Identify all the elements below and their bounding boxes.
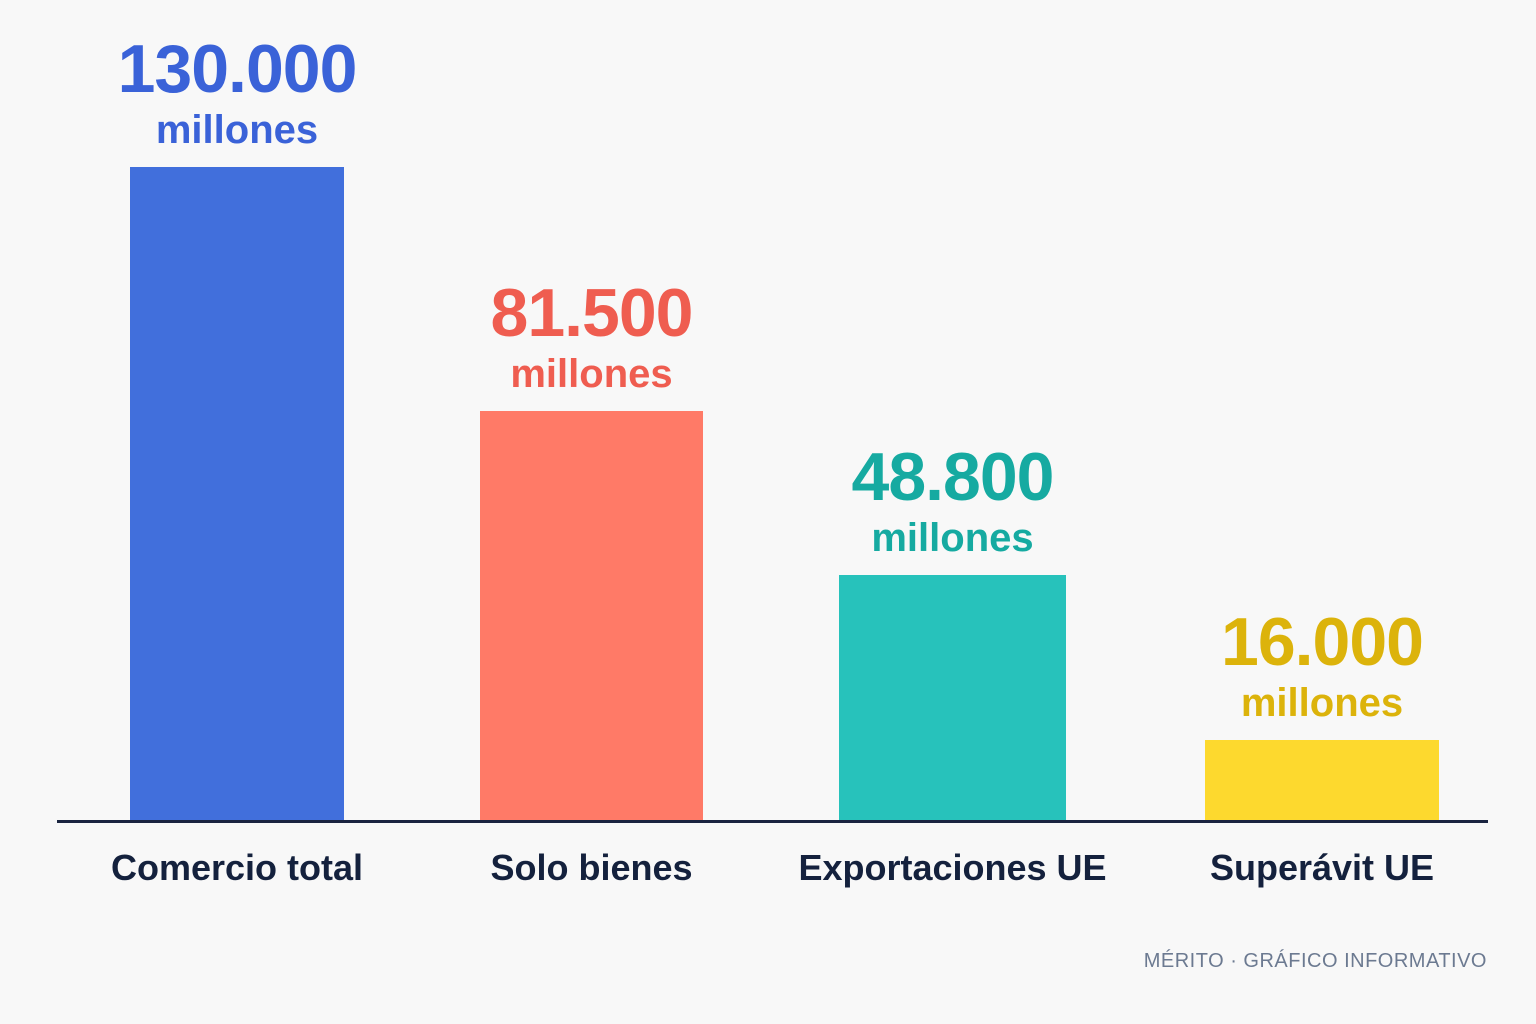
value-label-2: 81.500 xyxy=(490,275,694,351)
bar-2 xyxy=(480,411,703,820)
unit-label-4: millones xyxy=(1240,681,1404,725)
value-label-3: 48.800 xyxy=(851,439,1055,515)
category-label-1: Comercio total xyxy=(110,847,364,888)
category-label-4: Superávit UE xyxy=(1209,847,1435,888)
category-label-3: Exportaciones UE xyxy=(798,847,1107,888)
value-label-4: 16.000 xyxy=(1221,604,1424,680)
unit-label-2: millones xyxy=(510,352,673,396)
unit-label-1: millones xyxy=(155,108,319,152)
footer-credit: MÉRITO · GRÁFICO INFORMATIVO xyxy=(1143,950,1487,972)
x-axis-baseline xyxy=(57,820,1488,823)
bar-4 xyxy=(1205,740,1439,820)
bar-1 xyxy=(130,167,344,820)
bar-3 xyxy=(839,575,1066,820)
category-label-2: Solo bienes xyxy=(490,847,693,888)
unit-label-3: millones xyxy=(871,516,1034,560)
value-label-1: 130.000 xyxy=(117,31,358,107)
